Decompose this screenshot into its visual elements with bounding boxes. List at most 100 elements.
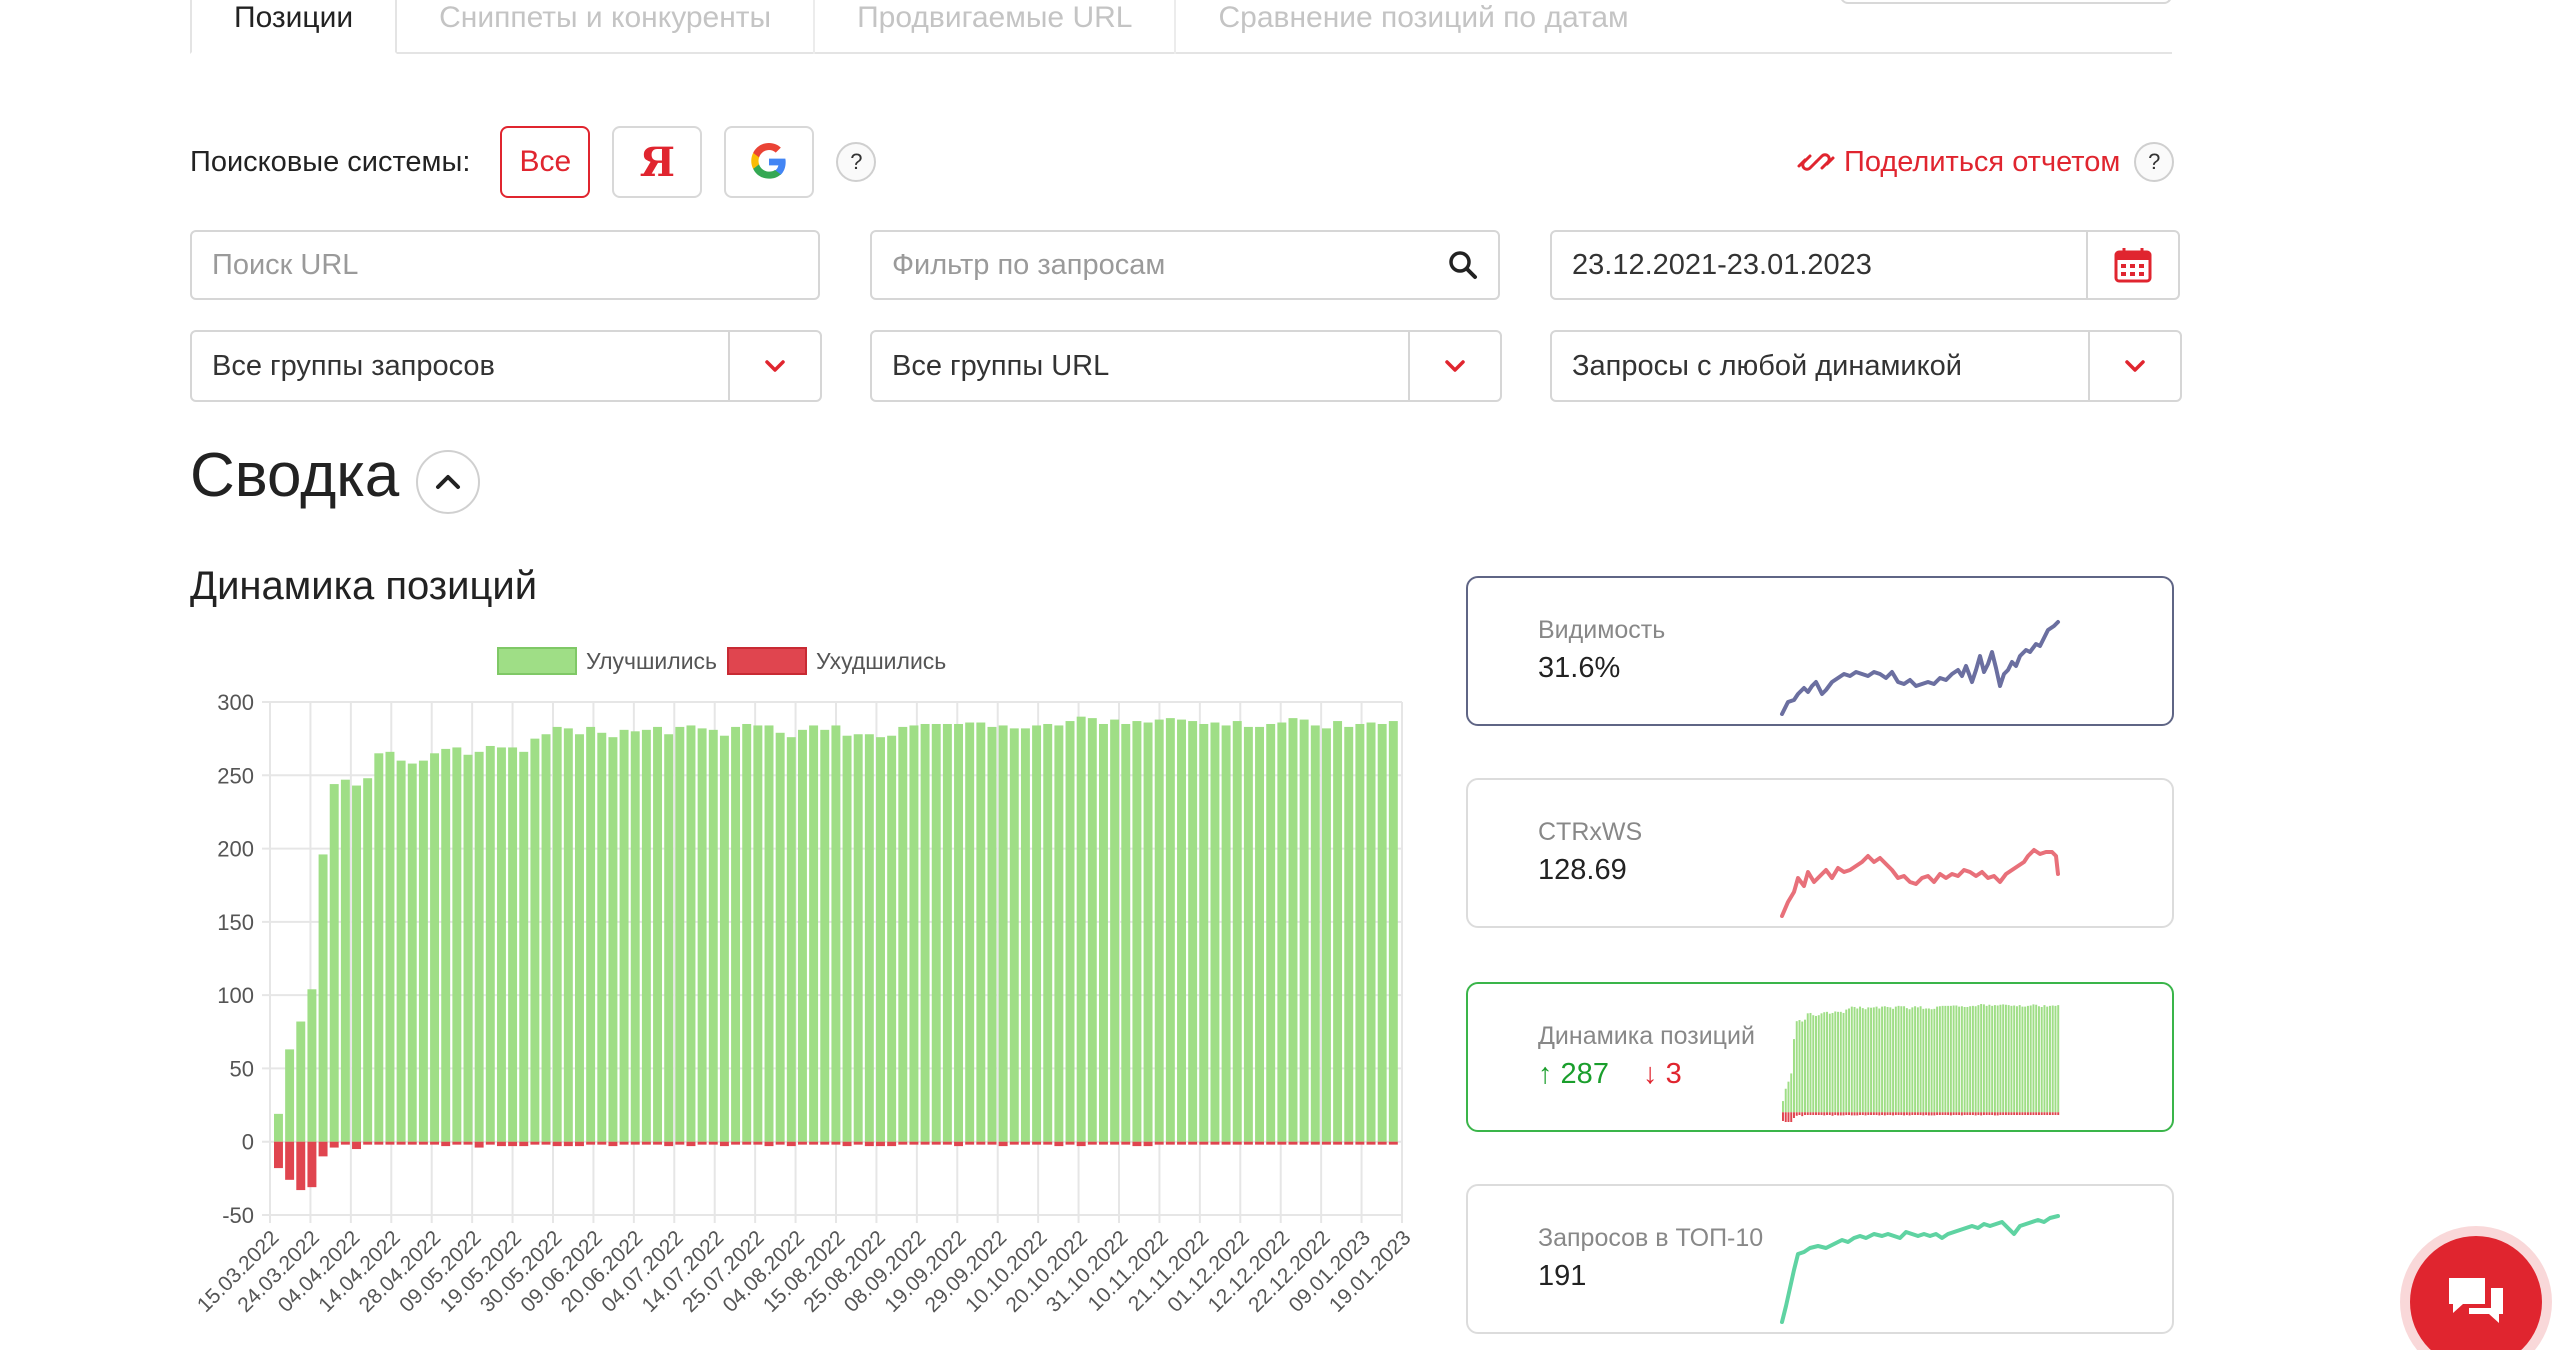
mini-worsened-bar [1864,1112,1867,1116]
mini-worsened-bar [2043,1112,2046,1116]
mini-improved-bar [2037,1006,2040,1113]
worsened-bar [441,1141,451,1147]
mini-worsened-bar [1842,1112,1845,1116]
search-systems-help-button[interactable]: ? [836,142,877,182]
mini-improved-bar [1815,1015,1817,1113]
tab-compare-dates[interactable]: Сравнение позиций по датам [1218,1,1629,34]
improved-bar [965,722,975,1142]
tab-snippets-competitors[interactable]: Сниппеты и конкуренты [439,1,772,34]
search-system-all-button[interactable]: Все [500,126,591,198]
query-filter-input[interactable]: Фильтр по запросам [870,230,1500,300]
mini-improved-bar [2035,1004,2038,1113]
improved-bar [586,726,596,1142]
mini-worsened-bar [2010,1112,2013,1116]
top10-card[interactable]: Запросов в ТОП-10 191 [1466,1184,2174,1334]
mini-improved-bar [1886,1006,1889,1113]
worsened-bar [1366,1141,1376,1145]
mini-improved-bar [2057,1005,2060,1113]
improved-bar [1132,721,1142,1142]
search-icon[interactable] [1428,232,1498,298]
mini-worsened-bar [2040,1112,2043,1116]
mini-improved-bar [1812,1015,1815,1113]
worsened-bar [1221,1141,1231,1145]
worsened-bar [876,1141,885,1147]
mini-improved-bar [1856,1008,1859,1113]
chat-widget-button[interactable] [2400,1226,2552,1350]
url-search-input[interactable]: Поиск URL [190,230,820,300]
worsened-bar [541,1141,551,1145]
search-system-google-button[interactable] [724,126,815,198]
improved-bar [976,722,986,1142]
mini-improved-bar [1927,1008,1930,1113]
worsened-bar [485,1141,495,1145]
tab-promoted-urls[interactable]: Продвигаемые URL [857,1,1133,34]
mini-improved-bar [2029,1005,2032,1113]
mini-worsened-bar [1993,1112,1996,1116]
improved-bar [1243,726,1253,1142]
mini-worsened-bar [1793,1112,1795,1118]
mini-worsened-bar [2032,1112,2035,1116]
mini-improved-bar [1820,1013,1823,1113]
ctrxws-card[interactable]: CTRxWS 128.69 [1466,778,2174,928]
summary-collapse-button[interactable] [416,450,480,514]
top-right-control[interactable] [1840,0,2172,4]
mini-worsened-bar [2015,1112,2018,1116]
query-groups-select[interactable]: Все группы запросов [190,330,822,402]
search-system-yandex-button[interactable]: Я [612,126,703,198]
y-tick-label: 150 [217,910,254,935]
dynamics-value: Запросы с любой динамикой [1572,349,1962,382]
improved-bar [1165,718,1175,1142]
improved-bar [686,725,696,1142]
improved-bar [1009,728,1019,1142]
worsened-bar [274,1141,283,1169]
mini-improved-bar [1842,1012,1845,1113]
worsened-bar [641,1141,651,1145]
mini-worsened-bar [1938,1112,1941,1116]
improved-bar [608,737,618,1142]
share-help-button[interactable]: ? [2134,142,2175,182]
improved-bar [285,1049,295,1142]
query-groups-value: Все группы запросов [212,349,495,382]
dynamics-select[interactable]: Запросы с любой динамикой [1550,330,2182,402]
tab-positions[interactable]: Позиции [190,0,398,54]
chevron-down-icon[interactable] [2088,332,2180,400]
chevron-down-icon[interactable] [728,332,820,400]
worsened-bar [1355,1141,1365,1145]
mini-improved-bar [1853,1006,1856,1113]
improved-bar [1288,718,1298,1142]
mini-improved-bar [1955,1005,1958,1113]
mini-worsened-bar [1795,1112,1798,1116]
improved-bar [318,854,328,1142]
mini-worsened-bar [1883,1112,1886,1116]
share-report-link[interactable]: Поделиться отчетом [1844,145,2121,178]
mini-improved-bar [1787,1081,1790,1113]
mini-worsened-bar [1837,1112,1840,1116]
worsened-bar [998,1141,1008,1147]
date-range-input[interactable]: 23.12.2021-23.01.2023 [1550,230,2180,300]
improved-bar [1054,725,1064,1142]
worsened-bar [608,1141,618,1147]
card-title: CTRxWS [1538,818,1643,846]
improved-bar [1188,721,1198,1142]
mini-worsened-bar [1966,1112,1969,1116]
mini-improved-bar [1894,1006,1897,1113]
calendar-icon[interactable] [2086,232,2178,298]
chat-button-inner [2410,1236,2542,1350]
mini-worsened-bar [1908,1112,1911,1116]
improved-bar [552,726,562,1142]
mini-worsened-bar [1848,1112,1851,1116]
mini-improved-bar [1867,1007,1870,1113]
worsened-bar [719,1141,729,1147]
url-groups-select[interactable]: Все группы URL [870,330,1502,402]
improved-bar [474,751,484,1142]
worsened-bar [374,1141,384,1145]
worsened-bar [296,1141,306,1191]
worsened-bar [329,1141,339,1148]
mini-improved-bar [2048,1005,2051,1113]
query-filter-placeholder: Фильтр по запросам [892,248,1166,281]
chevron-down-icon[interactable] [1408,332,1500,400]
visibility-card[interactable]: Видимость 31.6% [1466,576,2174,726]
mini-worsened-bar [1801,1112,1804,1117]
worsened-bar [430,1141,440,1145]
position-dynamics-card[interactable]: Динамика позиций ↑ 287 ↓ 3 [1466,982,2174,1132]
